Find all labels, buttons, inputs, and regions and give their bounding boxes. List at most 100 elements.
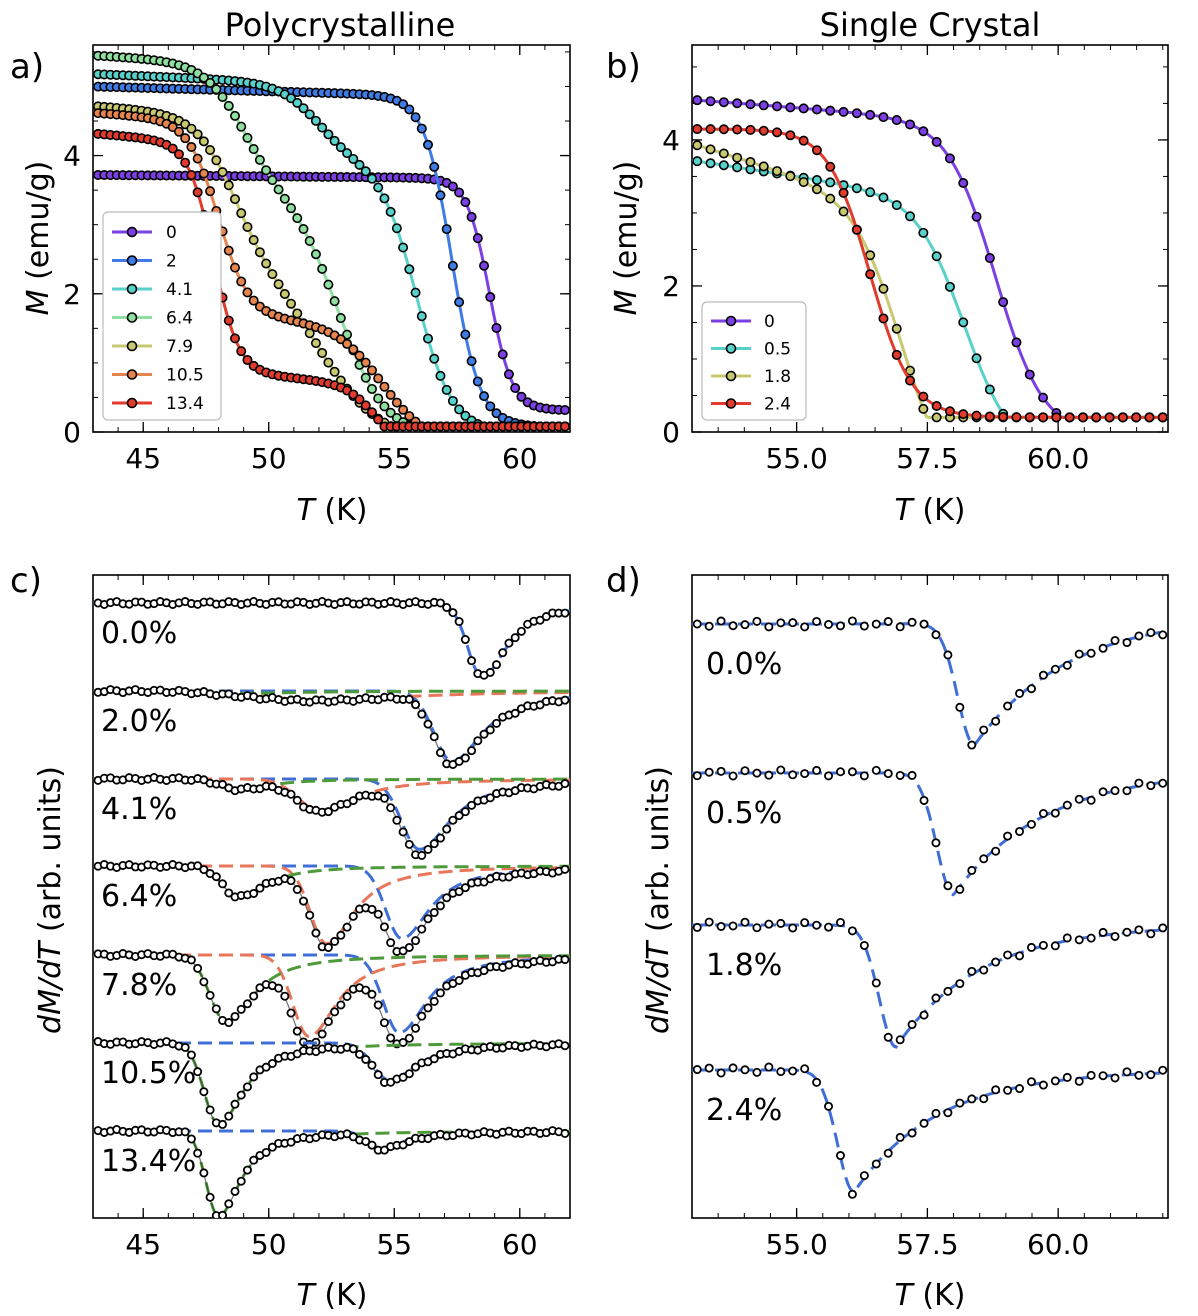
x-axis-label-rest: (K) [913,1278,966,1313]
data-point [411,1062,421,1072]
data-point [242,1165,252,1175]
data-point [279,193,290,204]
data-point [1011,412,1022,423]
data-point [410,287,421,298]
data-point [835,767,845,777]
data-point [435,598,445,608]
data-point [236,208,247,219]
data-point [788,618,798,628]
curve-label: 0.5% [706,796,782,831]
curves-group [93,597,570,1218]
data-point [367,989,377,999]
data-point [824,619,834,629]
legend-swatch-marker [725,315,737,327]
data-point [772,127,783,138]
data-point [423,333,434,344]
plot-frame [691,574,1169,1219]
data-point [366,365,377,376]
data-point [479,260,490,271]
data-point [292,795,302,805]
legend-entry: 13.4 [166,394,204,414]
legend-entry: 6.4 [166,309,193,329]
data-point [224,888,234,898]
data-point [705,124,716,135]
data-point [1026,819,1036,829]
x-tick-label: 50 [251,442,287,475]
data-point [342,991,352,1001]
x-tick-label: 45 [125,442,161,475]
data-point [342,338,353,349]
data-point [167,143,178,154]
data-point [267,269,278,280]
data-point [429,161,440,172]
data-point [1117,412,1128,423]
data-point [304,109,315,120]
data-point [279,289,290,300]
data-point [286,298,297,309]
legend-swatch-marker [126,226,138,238]
data-point [1122,638,1132,648]
data-point [199,865,209,875]
data-point [1024,412,1035,423]
data-point [460,329,471,340]
data-point [825,177,836,188]
data-point [218,1210,228,1218]
data-point [891,115,902,126]
data-point [273,279,284,290]
data-point [292,97,303,108]
data-point [776,618,786,628]
data-point [466,211,477,222]
data-point [851,183,862,194]
legend-entry: 1.8 [764,367,791,387]
fit-component-blue [93,1041,570,1082]
legend-entry: 2 [166,252,177,272]
data-point [429,353,440,364]
data-point [298,896,308,906]
data-point [704,917,714,927]
data-point [429,908,439,918]
data-point [173,149,184,160]
data-point [967,740,977,750]
data-point [718,97,729,108]
data-point [1026,942,1036,952]
data-point [180,133,191,144]
data-point [442,824,452,834]
curve-label: 6.4% [101,879,177,914]
data-point [811,184,822,195]
legend-swatch-marker [725,398,737,409]
data-point [758,100,769,111]
data-point [429,732,439,742]
data-point [360,400,371,411]
data-point [878,192,889,203]
data-point [560,864,570,874]
data-point [367,904,377,914]
data-point [1011,337,1022,348]
data-point [491,718,501,728]
data-point [280,991,290,1001]
x-tick-label: 50 [251,1228,287,1261]
data-point [967,966,977,976]
y-tick-label: 4 [662,124,680,157]
y-tick-label: 0 [662,416,680,449]
fit-component-green [93,953,570,1024]
data-point [336,930,346,940]
data-point [485,793,495,803]
data-point [360,372,371,383]
data-point [764,1062,774,1072]
y-axis-label: M (emu/g) [609,161,644,316]
data-point [955,1098,965,1108]
data-point [955,702,965,712]
data-point [811,104,822,115]
curve-label: 13.4% [101,1144,196,1179]
data-point [785,171,796,182]
data-point [199,977,209,987]
data-point [1086,933,1096,943]
data-point [448,815,458,825]
data-point [1134,925,1144,935]
data-point [825,105,836,116]
data-point [373,414,384,425]
data-point [379,381,390,392]
data-point [224,1199,234,1209]
data-point [991,846,1001,856]
data-point [740,766,750,776]
